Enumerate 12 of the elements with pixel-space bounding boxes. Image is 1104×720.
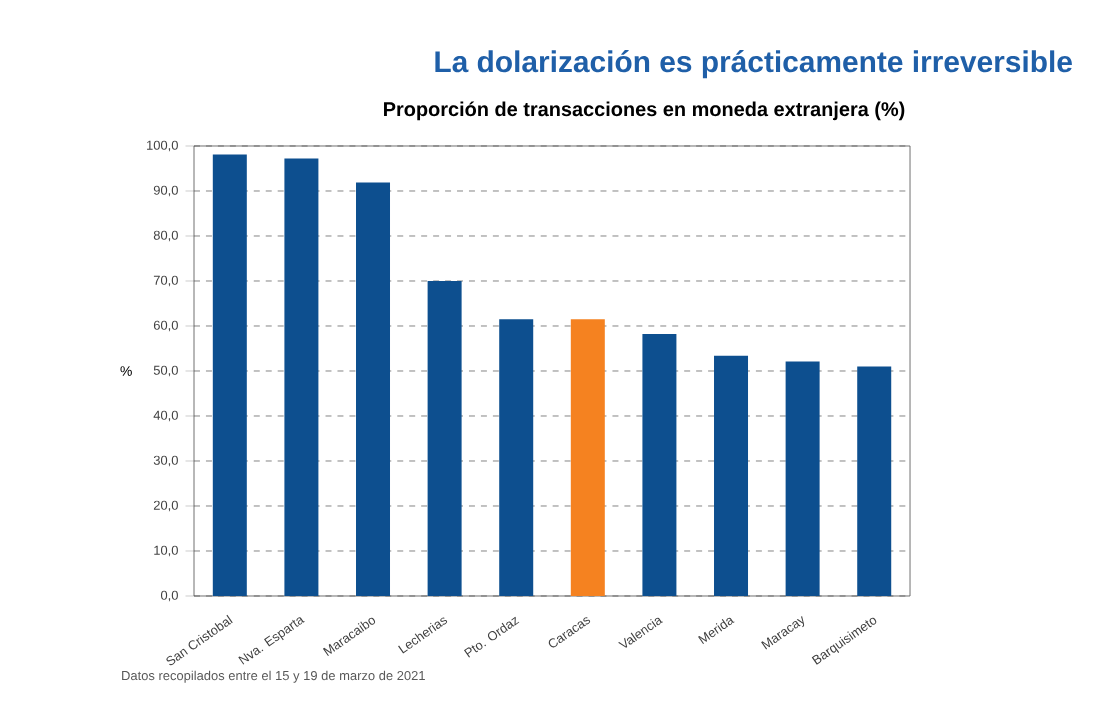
bar: [714, 355, 749, 596]
bar: [356, 182, 391, 596]
bar: [570, 319, 605, 596]
chart-title: La dolarización es prácticamente irreversible: [435, 50, 1072, 79]
bar: [212, 154, 247, 596]
bar: [499, 319, 534, 596]
chart-subtitle: Proporción de transacciones en moneda extranjera (%): [384, 101, 905, 121]
bar: [642, 334, 677, 596]
bar: [857, 366, 892, 596]
bar: [284, 158, 319, 596]
bar: [785, 361, 820, 596]
bar: [427, 280, 462, 596]
